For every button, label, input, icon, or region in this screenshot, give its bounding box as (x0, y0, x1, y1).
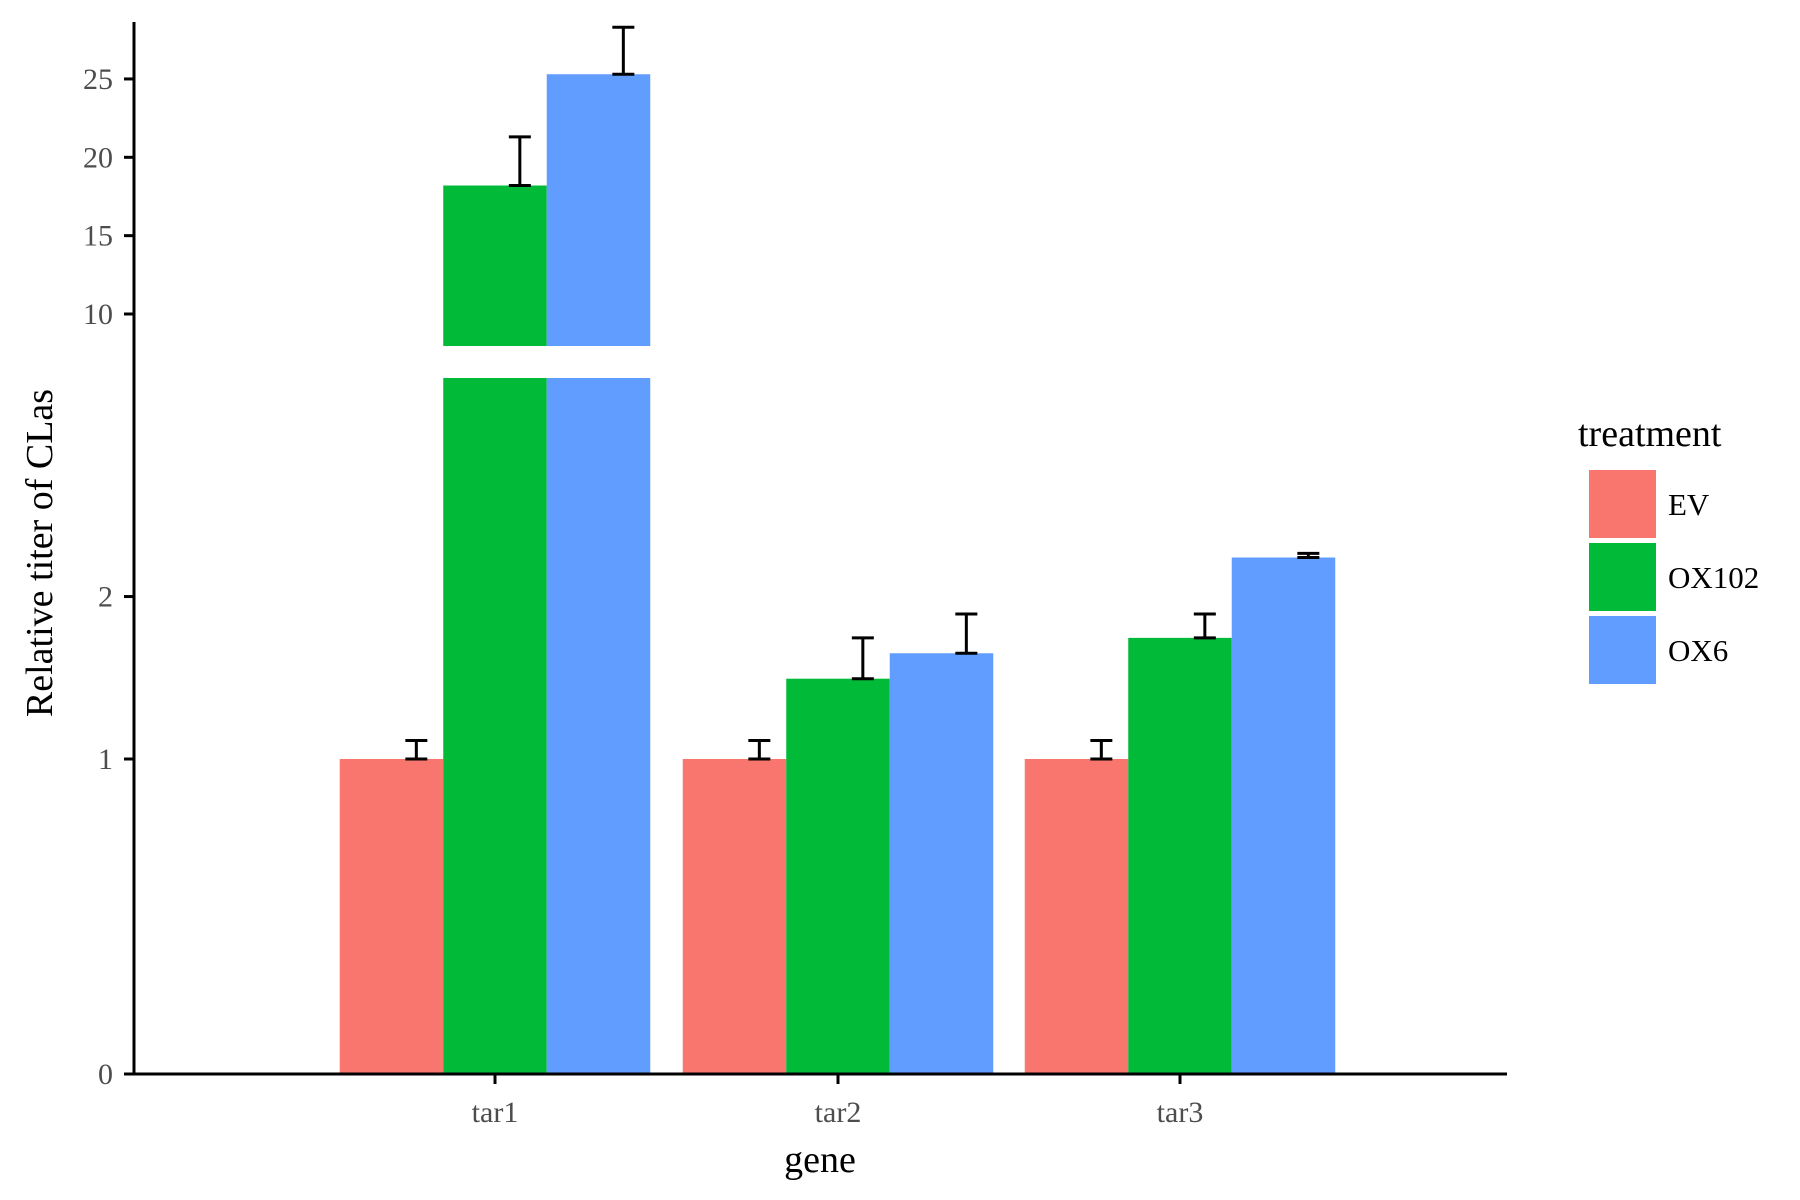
x-tick-label-tar3: tar3 (1157, 1096, 1204, 1129)
bar-tar1-ev (339, 759, 444, 1074)
bar-tar1-ox102-upper (443, 185, 547, 346)
x-axis-ticks: tar1 tar2 tar3 (472, 1074, 1204, 1129)
bar-tar1-ox6-lower (546, 378, 651, 1074)
y-tick-label-15: 15 (83, 220, 113, 253)
y-axis-ticks: 0 1 2 10 15 20 25 (83, 63, 134, 1091)
bar-tar2-ox102 (786, 678, 890, 1074)
y-tick-label-25: 25 (83, 63, 113, 96)
legend-label-ox6: OX6 (1668, 633, 1728, 668)
y-tick-label-10: 10 (83, 298, 113, 331)
bars-layer (339, 74, 1336, 1074)
y-tick-label-2: 2 (98, 581, 113, 614)
legend-label-ev: EV (1668, 487, 1710, 522)
legend: treatment EV OX102 OX6 (1578, 413, 1759, 684)
legend-key-ox6 (1589, 616, 1656, 684)
legend-title: treatment (1578, 413, 1722, 455)
y-tick-label-0: 0 (98, 1058, 113, 1091)
legend-key-ox102 (1589, 543, 1656, 611)
y-tick-label-1: 1 (98, 743, 113, 776)
bar-tar1-ox6-upper (546, 74, 651, 347)
legend-label-ox102: OX102 (1668, 560, 1759, 595)
y-tick-label-20: 20 (83, 141, 113, 174)
y-axis-title: Relative titer of CLas (19, 389, 61, 717)
bar-tar2-ox6 (889, 653, 994, 1074)
bar-tar3-ox102 (1128, 637, 1232, 1074)
legend-key-ev (1589, 470, 1656, 538)
bar-tar2-ev (682, 759, 787, 1074)
bar-tar1-ox102-lower (443, 378, 547, 1074)
bar-tar3-ev (1024, 759, 1129, 1074)
x-tick-label-tar2: tar2 (815, 1096, 862, 1129)
errorbars-layer (405, 25, 1320, 761)
bar-tar3-ox6 (1231, 557, 1336, 1074)
x-axis-title: gene (784, 1139, 856, 1181)
x-tick-label-tar1: tar1 (472, 1096, 519, 1129)
